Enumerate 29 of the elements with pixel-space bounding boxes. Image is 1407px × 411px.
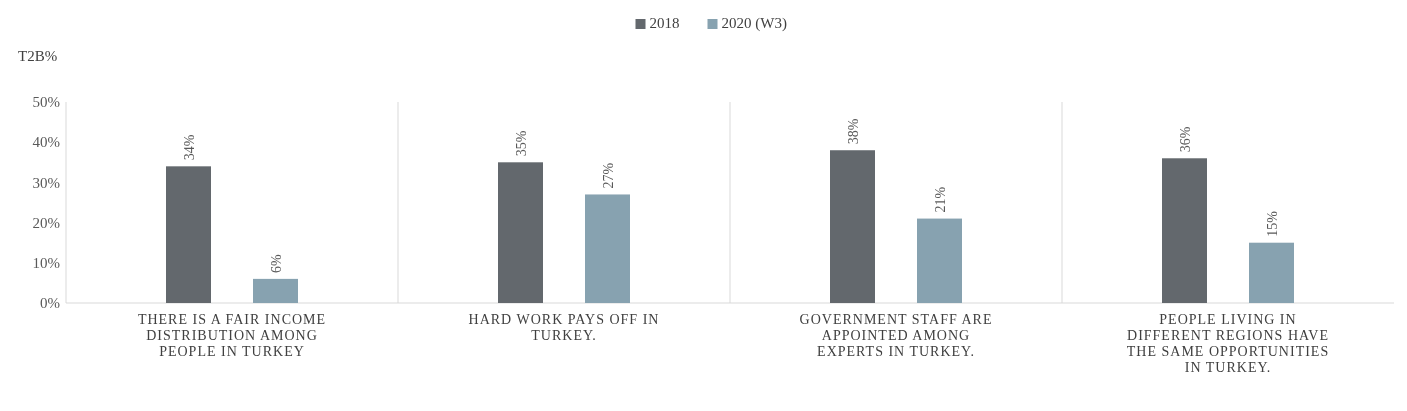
y-tick-label: 50% <box>32 94 60 111</box>
x-tick-label: GOVERNMENT STAFF ARE APPOINTED AMONG EXPERTS IN TURKEY. <box>799 312 993 359</box>
bar <box>1249 242 1294 303</box>
y-tick-label: 40% <box>32 134 60 151</box>
legend-label: 2020 (W3) <box>721 15 787 32</box>
bar <box>498 162 543 303</box>
bar <box>585 194 630 303</box>
data-label: 36% <box>1177 126 1193 153</box>
legend-label: 2018 <box>649 15 680 31</box>
y-tick-label: 20% <box>32 214 60 231</box>
bar <box>253 278 298 303</box>
y-tick-label: 0% <box>40 295 60 312</box>
x-tick-label: PEOPLE LIVING IN DIFFERENT REGIONS HAVE THE SAME OPPORTUNITIES IN TURKEY. <box>1126 312 1330 375</box>
data-label: 15% <box>1264 210 1280 237</box>
bar <box>830 150 875 303</box>
bar <box>166 166 211 303</box>
data-label: 35% <box>513 130 529 157</box>
bar <box>1162 158 1207 303</box>
data-label: 34% <box>181 134 197 161</box>
y-axis-title: T2B% <box>18 48 58 64</box>
data-label: 38% <box>845 118 861 145</box>
data-label: 6% <box>268 253 284 273</box>
bar <box>917 218 962 303</box>
data-label: 21% <box>932 186 948 213</box>
data-label: 27% <box>600 162 616 189</box>
x-tick-label: HARD WORK PAYS OFF IN TURKEY. <box>468 312 660 343</box>
y-tick-label: 30% <box>32 174 60 191</box>
y-tick-label: 10% <box>32 255 60 272</box>
x-tick-label: THERE IS A FAIR INCOME DISTRIBUTION AMONG PEOPLE IN TURKEY <box>137 312 327 359</box>
